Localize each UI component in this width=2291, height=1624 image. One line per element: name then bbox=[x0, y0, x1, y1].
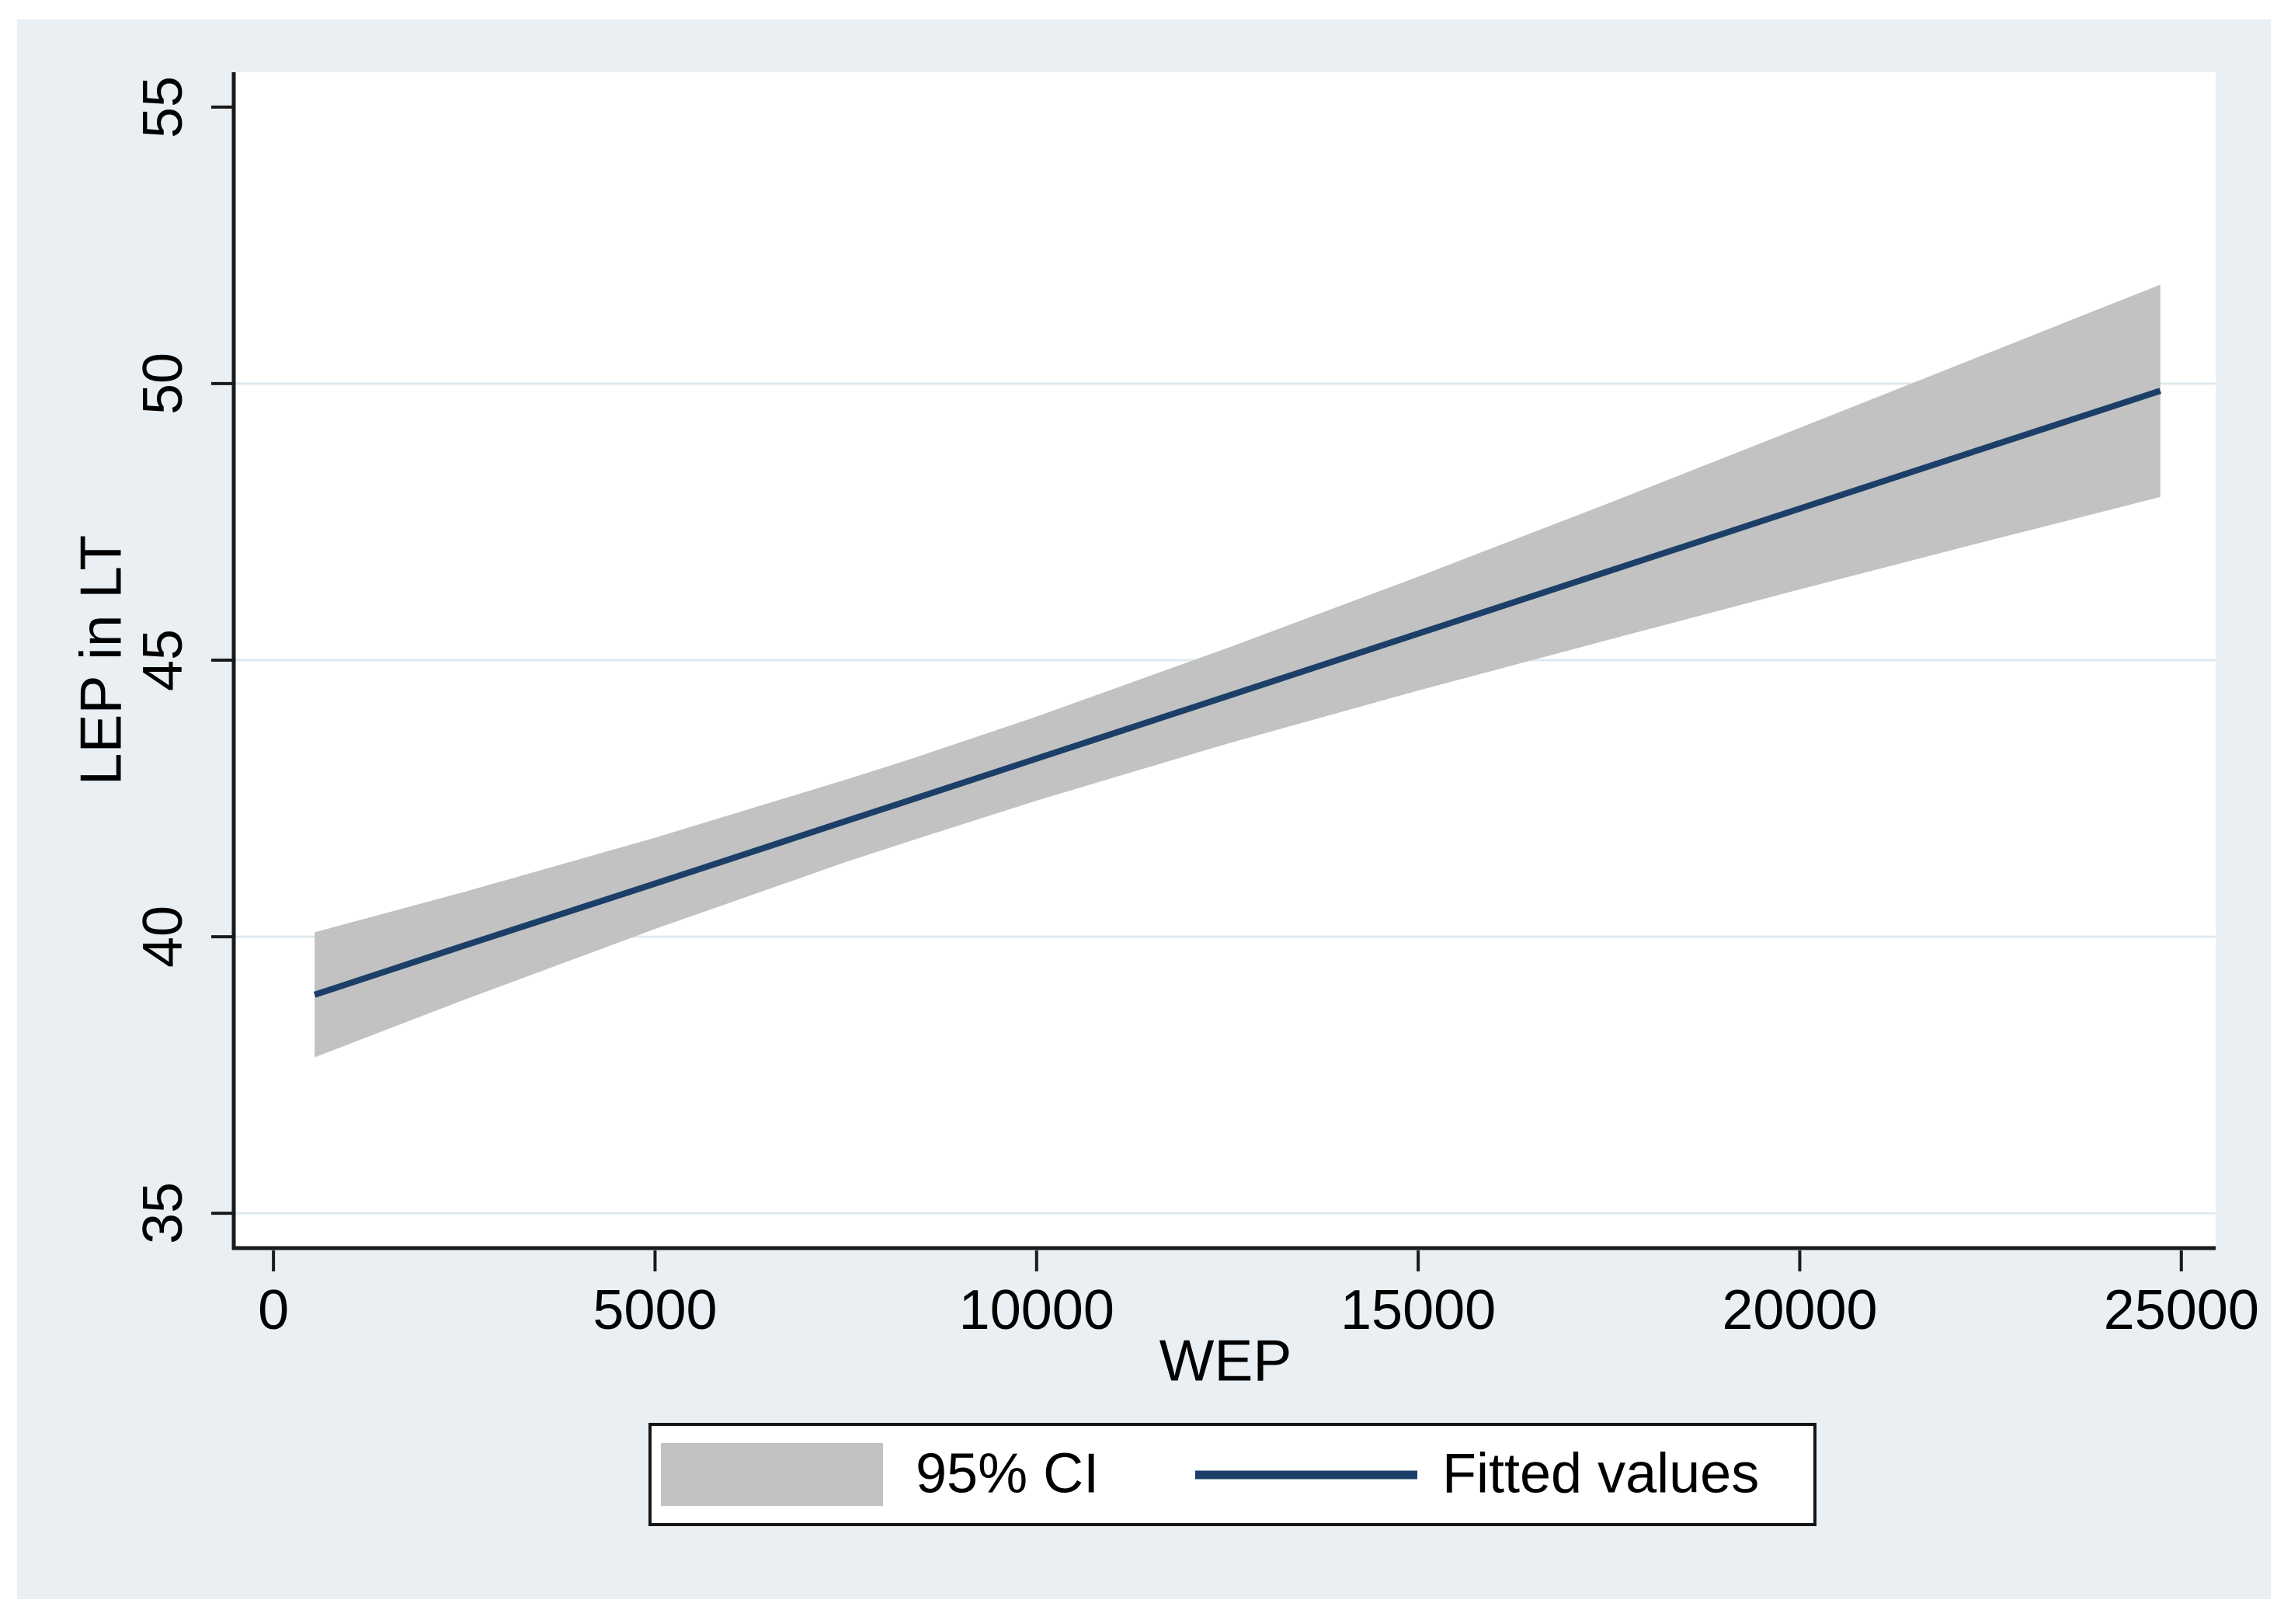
y-tick-label: 40 bbox=[132, 906, 194, 968]
x-axis-title: WEP bbox=[1159, 1327, 1292, 1393]
x-tick-label: 10000 bbox=[958, 1279, 1114, 1341]
y-tick-label: 35 bbox=[132, 1182, 194, 1245]
legend-label-ci: 95% CI bbox=[916, 1442, 1100, 1505]
x-tick-label: 15000 bbox=[1340, 1279, 1497, 1341]
x-tick-label: 25000 bbox=[2103, 1279, 2259, 1341]
x-tick-label: 20000 bbox=[1722, 1279, 1878, 1341]
y-axis-title: LEP in LT bbox=[68, 534, 134, 786]
y-tick-label: 55 bbox=[132, 75, 194, 138]
fitted-line bbox=[313, 388, 2161, 998]
fitted-line-swatch bbox=[1195, 1470, 1417, 1479]
ci-band-swatch bbox=[661, 1443, 883, 1506]
ci-band-area bbox=[315, 284, 2161, 1058]
x-tick-label: 5000 bbox=[593, 1279, 718, 1341]
y-tick-label: 45 bbox=[132, 628, 194, 692]
y-tick-label: 50 bbox=[132, 352, 194, 415]
x-tick-label: 0 bbox=[258, 1279, 290, 1341]
legend-label-fitted: Fitted values bbox=[1442, 1442, 1760, 1505]
legend-box: 95% CI Fitted values bbox=[648, 1423, 1816, 1526]
